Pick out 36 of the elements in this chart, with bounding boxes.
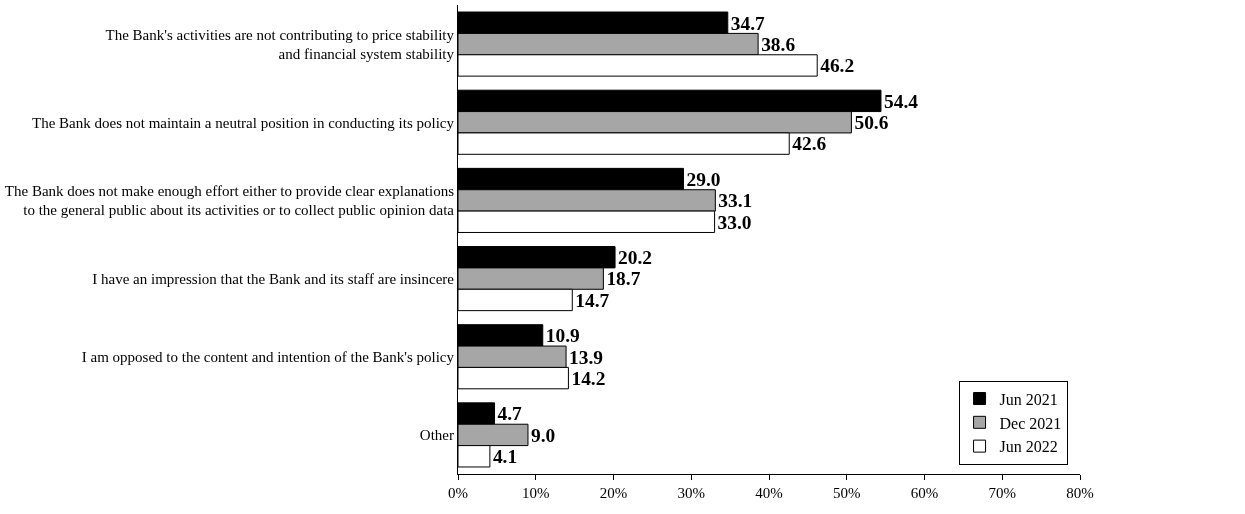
legend-label: Jun 2022 [999,438,1058,456]
data-label: 20.2 [618,247,653,269]
x-tick-label: 80% [1066,485,1094,501]
data-label: 34.7 [730,12,766,34]
y-tick-label: The Bank's activities are not contributing to price stability and financial system stability [105,26,455,63]
data-label: 4.1 [492,446,518,468]
x-tick-label: 30% [677,485,705,501]
data-label: 50.6 [854,112,889,134]
data-label: 42.6 [792,133,827,155]
x-tick-label: 50% [833,485,861,501]
y-tick-label: I have an impression that the Bank and its staff are insincere [92,270,455,287]
x-tick-label: 70% [988,485,1016,501]
data-label: 4.7 [497,403,523,425]
y-tick-label: The Bank does not maintain a neutral position in conducting its policy [31,114,455,131]
data-label: 14.7 [575,289,610,311]
y-tick-label: The Bank does not make enough effort either to provide clear explanations to the general public about its activities or to collect public opinion data [4,182,455,219]
x-tick-label: 60% [910,485,939,501]
data-label: 9.0 [530,424,556,446]
x-tick-label: 0% [448,485,468,501]
data-label: 13.9 [569,346,604,368]
data-label: 29.0 [686,168,721,190]
x-tick-label: 10% [522,485,550,501]
data-label: 46.2 [820,55,855,77]
y-tick-label: Other [419,427,454,444]
data-label: 38.6 [761,33,796,55]
data-label: 14.2 [571,367,606,389]
data-label: 33.0 [717,211,752,233]
y-tick-label: I am opposed to the content and intention of the Bank's policy [81,349,455,365]
data-label: 33.1 [718,190,753,212]
data-label: 10.9 [545,325,580,347]
x-tick-label: 40% [755,485,783,501]
legend-label: Dec 2021 [999,414,1062,432]
data-label: 54.4 [883,90,919,112]
x-tick-label: 20% [599,485,628,501]
data-label: 18.7 [606,268,641,290]
legend-label: Jun 2021 [999,390,1058,408]
